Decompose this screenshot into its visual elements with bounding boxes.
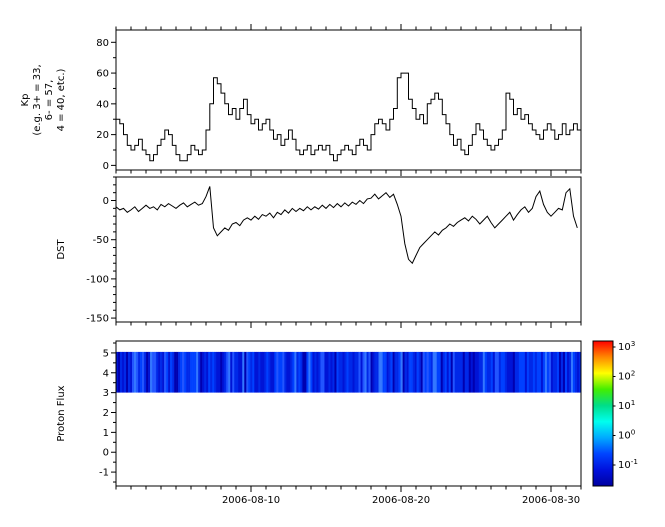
proton-flux-y-tick-label: 2 — [103, 408, 109, 419]
proton-flux-y-tick-label: 4 — [103, 368, 109, 379]
kp-panel: 0 20 40 60 80 Kp (e.g. 3+ = 33, 6- = 57, 4 = 40,… — [20, 24, 582, 176]
dst-y-tick-label: -150 — [86, 314, 109, 325]
proton-flux-y-tick-label: 3 — [103, 388, 109, 399]
proton-flux-frame — [115, 340, 582, 487]
dst-y-tick-label: 0 — [103, 196, 109, 207]
dst-y-tick-label: -50 — [93, 235, 109, 246]
colorbar-gradient — [592, 340, 614, 487]
x-tick-label: 2006-08-30 — [522, 495, 580, 506]
kp-ylabel: 6- = 57, — [44, 80, 55, 121]
proton-flux-y-tick-label: -1 — [99, 468, 109, 479]
proton-flux-y-tick-label: 5 — [103, 348, 109, 359]
kp-y-tick-label: 40 — [96, 99, 109, 110]
colorbar-tick-label: 100 — [618, 428, 636, 442]
kp-y-tick-label: 20 — [96, 130, 109, 141]
colorbar-tick-label: 101 — [618, 398, 635, 412]
proton-flux-band — [116, 351, 582, 393]
kp-ylabel: Kp — [20, 94, 31, 107]
kp-y-tick-label: 60 — [96, 69, 109, 80]
kp-y-tick-label: 80 — [96, 38, 109, 49]
dst-panel: 0 -50 -100 -150 DST — [56, 176, 582, 328]
dst-ylabel: DST — [56, 239, 67, 260]
x-tick-label: 2006-08-10 — [222, 495, 280, 506]
proton-flux-y-tick-label: 0 — [103, 448, 109, 459]
dst-y-tick-label: -100 — [86, 274, 109, 285]
kp-frame — [115, 29, 582, 171]
proton-flux-y-tick-label: 1 — [103, 428, 109, 439]
colorbar-tick-label: 103 — [618, 339, 635, 353]
proton-flux-ylabel: Proton Flux — [56, 385, 67, 441]
kp-ylabel: (e.g. 3+ = 33, — [32, 64, 43, 135]
kp-series-line — [116, 72, 581, 162]
kp-ylabel: 4 = 40, etc.) — [56, 68, 67, 131]
colorbar: 103 102 101 100 10-1 — [592, 339, 638, 487]
x-tick-label: 2006-08-20 — [372, 495, 430, 506]
proton-flux-panel: -1 0 1 2 3 4 5 Proton Flux — [56, 340, 582, 492]
x-axis-labels: 2006-08-10 2006-08-20 2006-08-30 — [222, 495, 580, 506]
kp-y-tick-label: 0 — [103, 161, 109, 172]
dst-series-line — [115, 186, 578, 265]
dst-frame — [115, 176, 582, 323]
colorbar-tick-label: 10-1 — [618, 457, 638, 471]
colorbar-tick-label: 102 — [618, 369, 635, 383]
